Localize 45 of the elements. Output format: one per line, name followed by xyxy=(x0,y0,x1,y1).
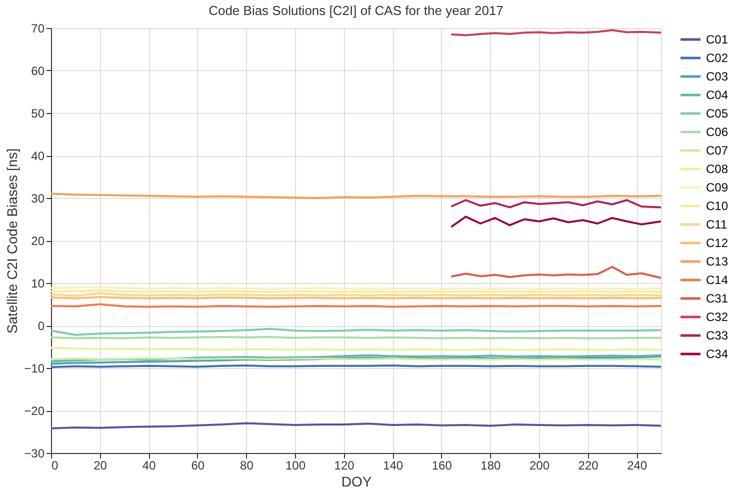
legend-label: C10 xyxy=(706,199,728,213)
x-tick-label: 160 xyxy=(432,458,452,472)
y-tick-label: −10 xyxy=(24,362,45,376)
legend-label: C07 xyxy=(706,144,728,158)
legend-label: C02 xyxy=(706,51,728,65)
y-axis-title: Satellite C2I Code Biases [ns] xyxy=(4,148,20,334)
x-tick-label: 200 xyxy=(529,458,550,472)
legend-label: C05 xyxy=(706,106,728,120)
x-tick-label: 60 xyxy=(191,458,205,472)
legend-label: C12 xyxy=(706,236,728,250)
y-tick-label: −20 xyxy=(24,404,45,418)
x-tick-label: 140 xyxy=(383,458,404,472)
legend-label: C04 xyxy=(706,88,728,102)
y-tick-label: 40 xyxy=(31,149,45,163)
legend-label: C01 xyxy=(706,32,728,46)
x-tick-label: 20 xyxy=(94,458,108,472)
legend-label: C13 xyxy=(706,254,728,268)
legend-label: C33 xyxy=(706,328,728,342)
x-tick-label: 120 xyxy=(334,458,355,472)
y-tick-label: 70 xyxy=(31,22,45,36)
legend-label: C14 xyxy=(706,273,728,287)
legend-label: C09 xyxy=(706,180,728,194)
y-tick-label: 30 xyxy=(31,192,45,206)
legend-label: C11 xyxy=(706,218,728,232)
x-tick-label: 0 xyxy=(52,458,58,472)
legend-label: C06 xyxy=(706,125,728,139)
legend-label: C31 xyxy=(706,292,728,306)
y-tick-label: 50 xyxy=(31,106,45,120)
x-tick-label: 40 xyxy=(142,458,156,472)
chart-title: Code Bias Solutions [C2I] of CAS for the year 2017 xyxy=(208,3,504,18)
x-tick-label: 80 xyxy=(240,458,254,472)
legend-label: C34 xyxy=(706,347,728,361)
legend-label: C32 xyxy=(706,310,728,324)
x-tick-label: 240 xyxy=(627,458,648,472)
x-tick-label: 180 xyxy=(480,458,502,472)
y-tick-label: 10 xyxy=(31,276,45,290)
y-tick-label: −30 xyxy=(24,446,45,460)
x-tick-label: 100 xyxy=(285,458,306,472)
x-tick-label: 220 xyxy=(578,458,599,472)
legend-label: C03 xyxy=(706,70,728,84)
y-tick-label: 60 xyxy=(31,64,45,78)
x-axis-title: DOY xyxy=(341,474,372,488)
y-tick-label: 20 xyxy=(31,234,45,248)
y-tick-label: 0 xyxy=(38,319,45,333)
legend-label: C08 xyxy=(706,162,728,176)
